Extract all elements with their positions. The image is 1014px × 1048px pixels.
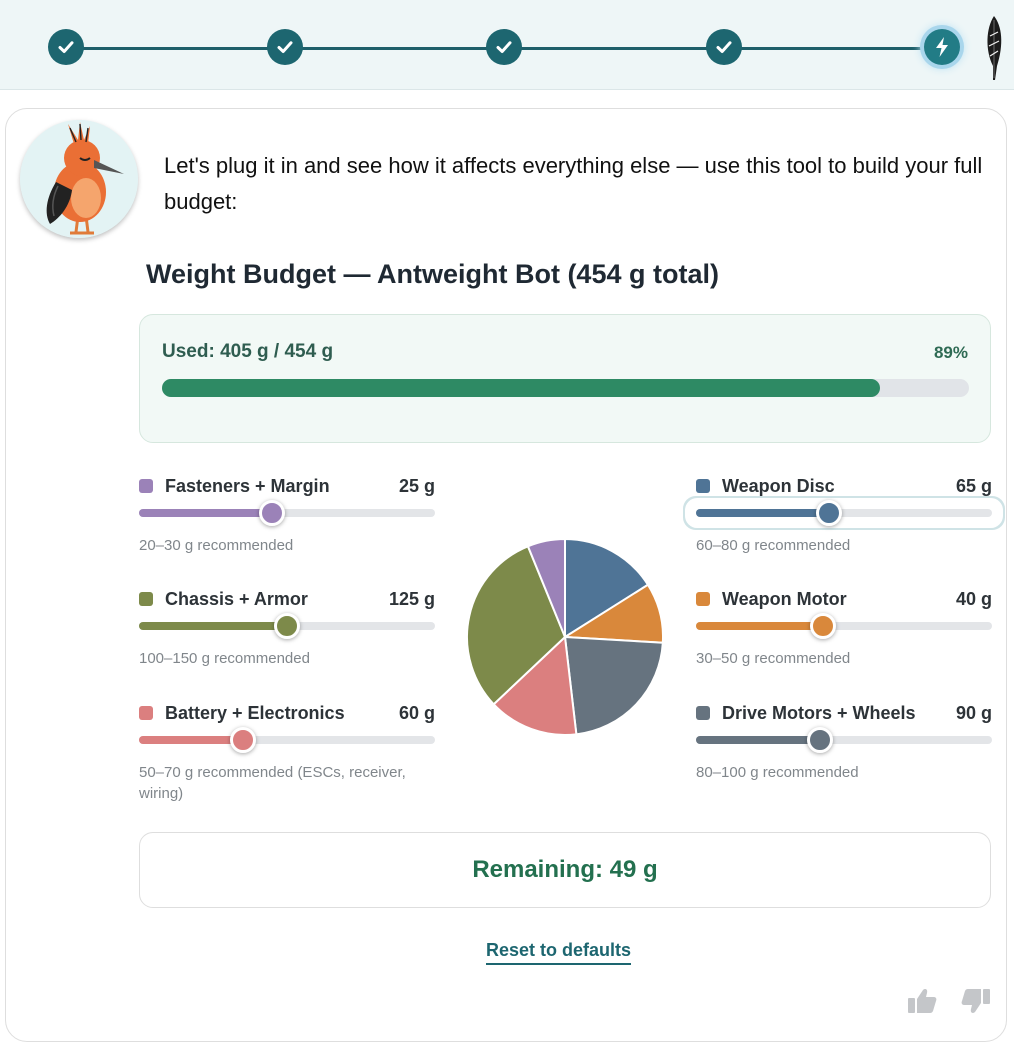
- recommendation-note: 60–80 g recommended: [696, 537, 851, 554]
- check-icon: [716, 41, 732, 53]
- legend-swatch: [696, 479, 710, 493]
- thumbs-up-icon[interactable]: [906, 987, 938, 1015]
- slider-thumb[interactable]: [810, 613, 837, 639]
- legend-swatch: [139, 592, 153, 606]
- check-icon: [58, 41, 74, 53]
- feather-icon: [987, 16, 1002, 80]
- budget-pie-chart: [466, 537, 664, 736]
- slider-header: Weapon Disc 65 g: [696, 476, 992, 500]
- lightning-icon: [936, 37, 948, 57]
- recommendation-note: 80–100 g recommended: [696, 764, 859, 781]
- assistant-message: Let's plug it in and see how it affects …: [164, 153, 983, 214]
- component-value: 90 g: [955, 703, 992, 723]
- progress-step-1: [48, 29, 84, 65]
- slider-track[interactable]: [696, 613, 992, 639]
- recommendation-note: 50–70 g recommended (ESCs, receiver, wir…: [139, 764, 406, 802]
- recommendation-note: 20–30 g recommended: [139, 537, 294, 554]
- progress-step-3: [486, 29, 522, 65]
- used-progress-bar: [162, 379, 969, 397]
- recommendation-note: 100–150 g recommended: [139, 650, 310, 667]
- pie-slice-weapon-disc: [564, 537, 650, 639]
- pie-slice-battery-electronics: [492, 634, 578, 736]
- component-label: Battery + Electronics: [165, 703, 345, 723]
- slider-header: Drive Motors + Wheels 90 g: [696, 703, 992, 727]
- used-label: Used: 405 g / 454 g: [162, 341, 334, 362]
- slider-header: Fasteners + Margin 25 g: [139, 476, 435, 500]
- used-summary-box: Used: 405 g / 454 g 89%: [139, 314, 991, 443]
- component-value: 60 g: [398, 703, 435, 723]
- slider-fill: [139, 736, 243, 744]
- recommendation-note: 30–50 g recommended: [696, 650, 851, 667]
- progress-strip: [0, 0, 1014, 90]
- component-value: 65 g: [955, 476, 992, 496]
- component-label: Weapon Disc: [722, 476, 835, 496]
- remaining-label: Remaining: 49 g: [472, 856, 658, 883]
- bird-mascot-icon: [20, 120, 138, 238]
- legend-swatch: [696, 706, 710, 720]
- slider-fill: [696, 736, 821, 744]
- component-value: 25 g: [398, 476, 435, 496]
- slider-track[interactable]: [139, 727, 435, 753]
- reset-defaults-link[interactable]: Reset to defaults: [486, 940, 632, 965]
- slider-fill: [139, 509, 273, 517]
- used-progress-fill: [162, 379, 881, 397]
- component-label: Chassis + Armor: [165, 589, 308, 609]
- slider-thumb[interactable]: [229, 727, 256, 753]
- component-label: Weapon Motor: [722, 589, 847, 609]
- progress-step-4: [706, 29, 742, 65]
- slider-thumb[interactable]: [816, 500, 843, 526]
- pie-slice-fasteners-margin: [526, 537, 566, 638]
- slider-header: Chassis + Armor 125 g: [139, 589, 435, 613]
- check-icon: [277, 41, 293, 53]
- component-value: 40 g: [955, 589, 992, 609]
- legend-swatch: [696, 592, 710, 606]
- slider-header: Battery + Electronics 60 g: [139, 703, 435, 727]
- slider-fill: [696, 509, 830, 517]
- legend-swatch: [139, 706, 153, 720]
- progress-step-2: [267, 29, 303, 65]
- used-percent: 89%: [933, 343, 968, 362]
- component-value: 125 g: [388, 589, 435, 609]
- slider-thumb[interactable]: [274, 613, 300, 639]
- slider-fill: [696, 622, 824, 630]
- component-label: Fasteners + Margin: [165, 476, 330, 496]
- slider-track[interactable]: [696, 727, 992, 753]
- pie-slice-drive-motors-wheels: [563, 635, 664, 736]
- component-label: Drive Motors + Wheels: [722, 703, 916, 723]
- slider-thumb[interactable]: [807, 727, 834, 753]
- slider-track[interactable]: [696, 500, 992, 526]
- remaining-box: Remaining: 49 g: [139, 832, 991, 908]
- legend-swatch: [139, 479, 153, 493]
- slider-header: Weapon Motor 40 g: [696, 589, 992, 613]
- slider-track[interactable]: [139, 500, 435, 526]
- pie-slice-chassis-armor: [466, 544, 567, 706]
- slider-fill: [139, 622, 287, 630]
- progress-step-5: [924, 29, 960, 65]
- slider-track[interactable]: [139, 613, 435, 639]
- budget-title: Weight Budget — Antweight Bot (454 g tot…: [146, 259, 719, 289]
- check-icon: [496, 41, 512, 53]
- slider-thumb[interactable]: [259, 500, 286, 526]
- thumbs-down-icon[interactable]: [960, 987, 992, 1015]
